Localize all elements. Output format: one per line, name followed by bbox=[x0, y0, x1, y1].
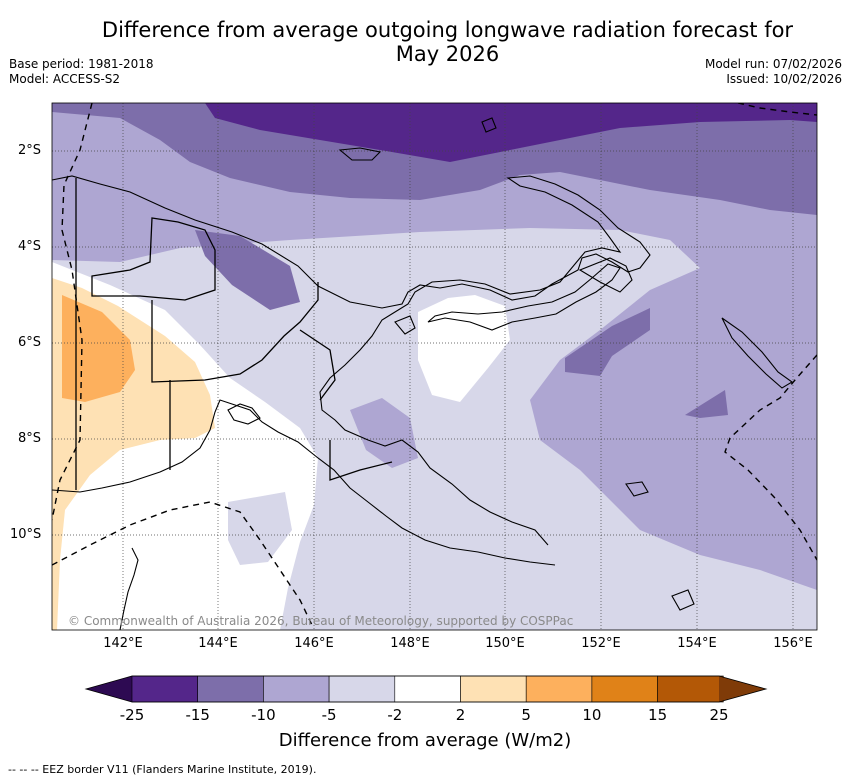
province-border-1 bbox=[91, 217, 216, 301]
lon-label: 148°E bbox=[390, 636, 430, 651]
lat-label: 2°S bbox=[18, 143, 42, 158]
colorbar-swatch bbox=[197, 675, 264, 703]
issued-date: Issued: 10/02/2026 bbox=[726, 72, 842, 86]
lat-label: 10°S bbox=[10, 527, 42, 542]
band-minus10-patch-highlands bbox=[195, 230, 300, 310]
band-minus10-patch-newbritain bbox=[565, 308, 650, 376]
coastline-rossel bbox=[671, 589, 695, 611]
borders bbox=[75, 178, 393, 490]
coastline-new-britain bbox=[427, 263, 621, 331]
band-minus2-patch bbox=[228, 492, 292, 565]
colorbar-extend-min bbox=[86, 676, 132, 702]
coastline-new-ireland bbox=[578, 257, 633, 293]
coastline-woodlark bbox=[625, 481, 649, 497]
lon-label: 144°E bbox=[198, 636, 238, 651]
eez-border-south bbox=[52, 501, 313, 626]
band-5-to-10 bbox=[62, 295, 135, 402]
lon-label: 152°E bbox=[581, 636, 621, 651]
coastline-umboi bbox=[394, 315, 416, 335]
graticule bbox=[52, 103, 817, 630]
colorbar-swatch bbox=[460, 675, 527, 703]
colorbar-swatch bbox=[591, 675, 658, 703]
chart-title: Difference from average outgoing longwav… bbox=[60, 18, 835, 66]
lon-label: 154°E bbox=[677, 636, 717, 651]
coastline-manus bbox=[338, 147, 382, 161]
title-line-1: Difference from average outgoing longwav… bbox=[101, 18, 794, 42]
colorbar-tick: -2 bbox=[387, 706, 403, 724]
coastline-bougainville bbox=[721, 317, 794, 389]
lon-label: 142°E bbox=[103, 636, 143, 651]
meta-right: Model run: 07/02/2026 Issued: 10/02/2026 bbox=[705, 57, 842, 87]
lat-label: 6°S bbox=[18, 335, 42, 350]
province-border-4 bbox=[299, 329, 336, 401]
colorbar-extend-max bbox=[719, 676, 766, 702]
title-line-2: May 2026 bbox=[395, 42, 500, 66]
colorbar-swatch bbox=[657, 675, 724, 703]
meta-left: Base period: 1981-2018 Model: ACCESS-S2 bbox=[9, 57, 154, 87]
colorbar-tick: -15 bbox=[185, 706, 210, 724]
band-minus10-patch-east bbox=[685, 390, 728, 418]
colorbar-outline bbox=[84, 675, 768, 703]
province-border-5 bbox=[329, 440, 393, 481]
colorbar-tick: 2 bbox=[455, 706, 466, 724]
colorbar-tick: 10 bbox=[582, 706, 602, 724]
anomaly-field bbox=[52, 103, 817, 630]
lat-label: 8°S bbox=[18, 431, 42, 446]
coastline-delta bbox=[227, 403, 261, 425]
map-frame bbox=[51, 102, 818, 631]
band-minus5-patch-south bbox=[350, 398, 418, 468]
coastlines bbox=[52, 117, 794, 630]
colorbar-tick: 15 bbox=[648, 706, 668, 724]
lat-label: 4°S bbox=[18, 239, 42, 254]
base-period: Base period: 1981-2018 bbox=[9, 57, 154, 71]
colorbar-tick: -25 bbox=[119, 706, 145, 724]
colorbar-swatch bbox=[394, 675, 461, 703]
model-run: Model run: 07/02/2026 bbox=[704, 57, 842, 71]
colorbar-label: Difference from average (W/m2) bbox=[278, 730, 572, 751]
colorbar-swatch bbox=[328, 675, 396, 703]
lon-label: 150°E bbox=[485, 636, 525, 651]
colorbar bbox=[84, 675, 768, 703]
eez-legend: -- -- -- EEZ border V11 (Flanders Marine… bbox=[8, 763, 317, 776]
colorbar-tick: 5 bbox=[521, 706, 531, 724]
coastline-new-guinea-north bbox=[52, 175, 651, 546]
coastline-island-north bbox=[481, 117, 497, 133]
colorbar-swatch bbox=[525, 675, 593, 703]
copyright-notice: © Commonwealth of Australia 2026, Bureau… bbox=[68, 614, 574, 628]
band-minus15-to-minus25 bbox=[205, 103, 817, 162]
model-name: Model: ACCESS-S2 bbox=[9, 72, 121, 86]
colorbar-swatch bbox=[131, 675, 198, 703]
colorbar-tick: -5 bbox=[321, 706, 337, 724]
band-neutral-centre bbox=[418, 295, 510, 402]
eez-border-north bbox=[737, 103, 817, 116]
lon-label: 156°E bbox=[773, 636, 813, 651]
coastline-cape-york bbox=[119, 547, 139, 630]
eez-borders bbox=[52, 103, 817, 626]
colorbar-swatch bbox=[263, 675, 330, 703]
eez-border-east bbox=[724, 354, 817, 561]
colorbar-tick: -10 bbox=[251, 706, 276, 724]
lon-label: 146°E bbox=[294, 636, 334, 651]
colorbar-tick: 25 bbox=[709, 706, 729, 724]
coastline-new-guinea-south bbox=[52, 399, 556, 566]
